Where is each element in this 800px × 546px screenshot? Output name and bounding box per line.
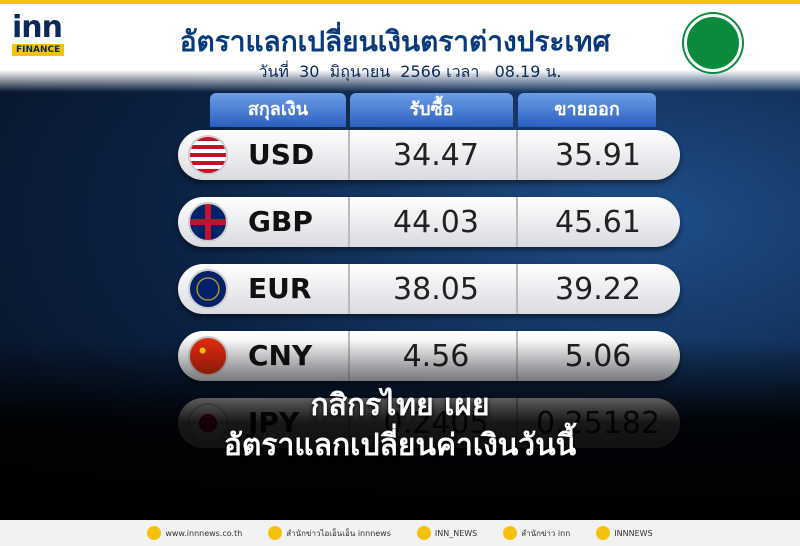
top-band: [0, 0, 800, 92]
headline: อัตราแลกเปลี่ยนค่าเงินวันนี้: [223, 428, 577, 463]
icon: [503, 526, 518, 540]
footer-item: www.innnews.co.th: [147, 526, 242, 540]
separator: [348, 197, 350, 247]
currency: GBP: [248, 205, 313, 238]
footer-text: INN_NEWS: [434, 528, 478, 538]
footer-item: สำนักข่าวไอเอ็นเอ็น innnews: [268, 526, 391, 540]
icon: [416, 526, 431, 540]
table-row: GBP 44.03 45.61: [178, 197, 680, 247]
headline: กสิกรไทย เผย: [310, 388, 490, 423]
footer: www.innnews.co.th สำนักข่าวไอเอ็นเอ็น inn…: [0, 520, 800, 546]
column-header: ขายออก: [518, 93, 656, 127]
buy-rate: 34.47: [393, 138, 479, 173]
buy-rate: 44.03: [393, 205, 479, 240]
footer-text: INNNEWS: [614, 528, 653, 538]
shade: [0, 340, 800, 546]
column-header: สกุลเงิน: [210, 93, 346, 127]
currency: USD: [248, 138, 315, 171]
column-header: รับซื้อ: [350, 93, 513, 127]
separator: [516, 130, 518, 180]
flag: [188, 135, 228, 175]
sell-rate: 39.22: [555, 272, 641, 307]
title: อัตราแลกเปลี่ยนเงินตราต่างประเทศ: [179, 25, 611, 58]
icon: [147, 526, 162, 540]
logo-sub: FINANCE: [12, 44, 65, 56]
sell-rate: 45.61: [555, 205, 641, 240]
footer-item: INNNEWS: [596, 526, 653, 540]
sell-rate: 35.91: [555, 138, 641, 173]
flag: [188, 202, 228, 242]
buy-rate: 38.05: [393, 272, 479, 307]
footer-text: สำนักข่าว inn: [521, 528, 571, 538]
footer-text: www.innnews.co.th: [165, 528, 243, 538]
separator: [348, 264, 350, 314]
icon: [596, 526, 611, 540]
flag: [188, 269, 228, 309]
footer-item: INN_NEWS: [416, 526, 478, 540]
footer-item: สำนักข่าว inn: [503, 526, 570, 540]
separator: [516, 264, 518, 314]
separator: [516, 197, 518, 247]
currency: EUR: [248, 272, 312, 305]
icon: [268, 526, 283, 540]
logo-brand: inn: [12, 10, 63, 45]
bank-logo: [684, 14, 742, 72]
separator: [348, 130, 350, 180]
date: วันที่ 30 มิถุนายน 2566 เวลา 08.19 น.: [258, 62, 562, 81]
footer-text: สำนักข่าวไอเอ็นเอ็น innnews: [286, 528, 391, 538]
table-row: USD 34.47 35.91: [178, 130, 680, 180]
table-row: EUR 38.05 39.22: [178, 264, 680, 314]
